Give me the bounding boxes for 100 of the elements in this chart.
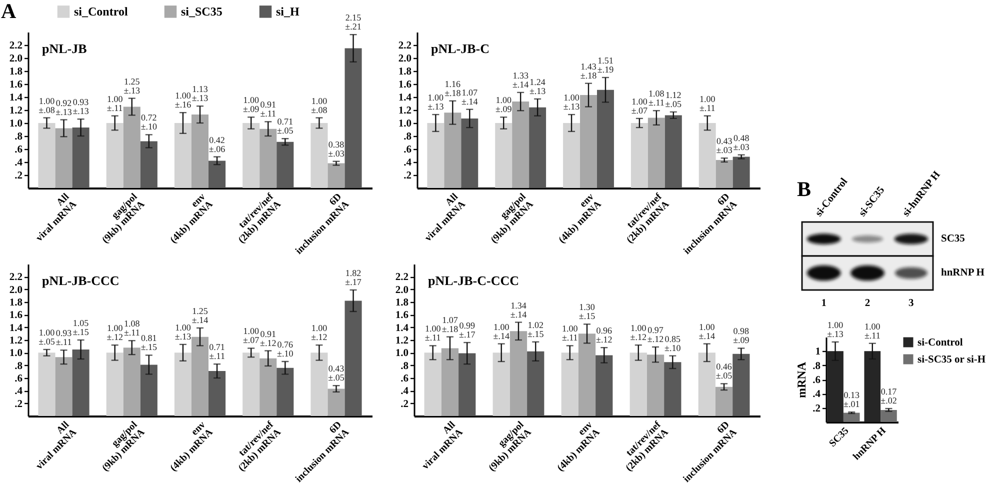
y-tick-label: .4 xyxy=(14,386,24,398)
y-tick-label: 1.6 xyxy=(398,80,412,90)
data-label: 1.07 ±.18 xyxy=(442,314,459,334)
y-tick-label: 2.0 xyxy=(395,284,408,296)
y-tick-label: .8 xyxy=(14,132,22,142)
data-label: 1.00 ±.08 xyxy=(38,96,56,115)
y-tick-label: 1.6 xyxy=(395,310,408,322)
y-tick-label: .4 xyxy=(14,158,24,168)
y-tick-label: 2.0 xyxy=(398,54,412,64)
data-label: 1.00 ±.05 xyxy=(38,328,56,346)
text: pNL-JB-C-CCC xyxy=(428,273,519,288)
data-label: 0.43 ±.05 xyxy=(328,364,345,383)
text: pNL-JB-C xyxy=(431,41,490,56)
data-label: 0.17 ±.02 xyxy=(880,386,898,406)
data-label: 0.81 ±.15 xyxy=(140,333,158,352)
y-tick-label: 2.0 xyxy=(9,54,22,64)
y-tick-label: .2 xyxy=(14,170,22,182)
y-tick-label: .2 xyxy=(404,170,412,182)
y-tick-label: .2 xyxy=(812,403,820,414)
data-label: 1.00 ±.12 xyxy=(311,323,328,342)
y-tick-label: 1.8 xyxy=(395,298,408,308)
data-label: 1.00 ±.13 xyxy=(174,322,192,342)
y-tick-label: 2.2 xyxy=(9,40,22,52)
y-tick-label: 1.4 xyxy=(9,92,24,104)
data-label: 1.00 ±.11 xyxy=(562,324,578,343)
y-tick-label: 1.4 xyxy=(398,92,412,104)
data-label: 0.71 ±.11 xyxy=(209,342,225,362)
data-label: 1.00 ±.12 xyxy=(630,323,647,342)
y-tick-label: 2.2 xyxy=(398,40,412,52)
legend-label: si_Control xyxy=(74,4,128,19)
data-label: 1.05 ±.15 xyxy=(72,318,90,337)
data-label: 1.00 ±.08 xyxy=(311,96,328,115)
data-label: 0.46 ±.05 xyxy=(716,362,733,381)
data-label: 0.71 ±.05 xyxy=(277,116,294,136)
data-label: 1.00 ±.14 xyxy=(698,322,716,341)
text: A xyxy=(1,0,17,23)
y-tick-label: 1.2 xyxy=(9,336,22,346)
y-tick-label: 1.8 xyxy=(9,298,22,308)
y-tick-label: 1.6 xyxy=(9,310,22,322)
y-tick-label: .8 xyxy=(400,360,408,372)
y-tick-label: 1.4 xyxy=(9,322,24,334)
y-tick-label: 1.2 xyxy=(398,106,412,116)
y-tick-label: 2.0 xyxy=(9,284,22,296)
data-label: 0.48 ±.03 xyxy=(733,132,750,152)
data-label: 0.85 ±.10 xyxy=(664,334,682,353)
data-label: 0.76 ±.10 xyxy=(277,340,294,359)
data-label: 0.93 ±.13 xyxy=(72,97,90,116)
y-tick-label: .6 xyxy=(14,374,22,384)
data-label: 0.97 ±.12 xyxy=(647,324,664,344)
data-label: 1.00 ±.13 xyxy=(563,92,580,112)
y-tick-label: .4 xyxy=(404,158,412,168)
data-label: 0.91 ±.11 xyxy=(260,100,276,119)
y-tick-label: .4 xyxy=(400,386,410,398)
y-tick-label: 1.0 xyxy=(9,348,22,360)
text: 3 xyxy=(908,298,914,309)
y-tick-label: .8 xyxy=(812,360,820,372)
data-label: 2.15 ±.21 xyxy=(345,12,362,32)
y-tick-label: .2 xyxy=(400,398,408,410)
y-tick-label: 2.2 xyxy=(9,272,22,284)
data-label: 1.00 ±.07 xyxy=(242,326,260,346)
y-tick-label: 1.2 xyxy=(395,336,408,346)
y-tick-label: .6 xyxy=(404,144,412,156)
data-label: 0.13 ±.01 xyxy=(844,390,860,410)
data-label: 1.08 ±.11 xyxy=(648,88,665,108)
data-label: 1.34 ±.14 xyxy=(510,300,528,320)
text: pNL-JB xyxy=(42,41,88,56)
data-label: 1.00 ±.09 xyxy=(242,95,260,114)
y-tick-label: 1.6 xyxy=(9,80,22,90)
y-tick-label: 1 xyxy=(815,346,820,358)
data-label: 0.99 ±.17 xyxy=(458,320,476,340)
data-label: 1.16 ±.18 xyxy=(444,78,462,98)
data-label: 0.92 ±.13 xyxy=(56,98,72,117)
data-label: 1.00 ±.07 xyxy=(631,96,648,116)
data-label: 0.43 ±.03 xyxy=(716,136,733,156)
data-label: 1.00 ±.13 xyxy=(827,320,844,339)
y-tick-label: 2.2 xyxy=(395,272,408,284)
text: pNL-JB-CCC xyxy=(42,273,120,288)
data-label: 1.00 ±.12 xyxy=(106,323,124,342)
data-label: 1.51 ±.19 xyxy=(597,56,614,74)
y-tick-label: 1.0 xyxy=(398,118,412,130)
data-label: 1.00 ±.14 xyxy=(493,322,510,341)
y-axis-title: mRNA xyxy=(794,362,809,398)
legend-label: si-SC35 or si-H xyxy=(918,354,986,366)
y-tick-label: .8 xyxy=(14,360,22,372)
legend-label: si_SC35 xyxy=(181,4,222,19)
category-label: hnRNP H xyxy=(941,267,984,278)
legend-label: si_H xyxy=(276,4,300,19)
data-label: 1.00 ±.16 xyxy=(174,90,192,110)
data-label: 1.08 ±.11 xyxy=(124,318,140,338)
data-label: 1.02 ±.15 xyxy=(528,320,544,339)
y-tick-label: .6 xyxy=(14,144,22,156)
data-label: 1.07 ±.14 xyxy=(462,87,478,106)
data-label: 1.43 ±.18 xyxy=(580,61,598,80)
data-label: 0.38 ±.03 xyxy=(328,139,345,158)
data-label: 1.24 ±.13 xyxy=(529,76,546,96)
data-label: 1.30 ±.15 xyxy=(578,302,596,322)
y-tick-label: 1.0 xyxy=(9,118,22,130)
data-label: 0.96 ±.12 xyxy=(596,326,613,345)
data-label: 1.25 ±.13 xyxy=(124,76,140,96)
y-tick-label: 1.2 xyxy=(9,106,22,116)
